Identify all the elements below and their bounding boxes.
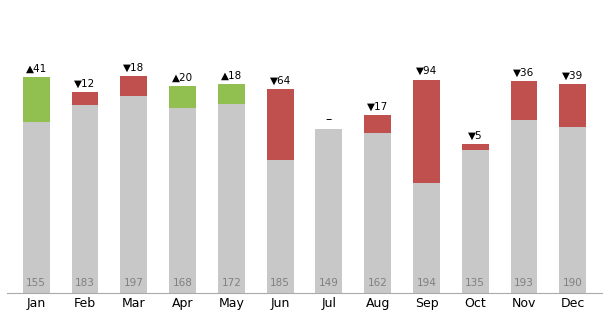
Text: ▲20: ▲20 bbox=[172, 73, 193, 83]
Bar bbox=[462, 145, 488, 150]
Text: ▼17: ▼17 bbox=[367, 101, 389, 111]
Bar bbox=[23, 77, 49, 122]
Text: 168: 168 bbox=[172, 279, 192, 288]
Text: 172: 172 bbox=[222, 279, 241, 288]
Bar bbox=[364, 115, 391, 133]
Text: 185: 185 bbox=[270, 279, 290, 288]
Text: ▼94: ▼94 bbox=[416, 66, 437, 76]
Bar bbox=[560, 84, 586, 293]
Text: ▼5: ▼5 bbox=[468, 131, 482, 141]
Bar bbox=[462, 145, 488, 293]
Bar bbox=[72, 92, 99, 293]
Text: ▼36: ▼36 bbox=[513, 67, 535, 77]
Text: 190: 190 bbox=[563, 279, 583, 288]
Text: ▲41: ▲41 bbox=[26, 64, 47, 74]
Text: 162: 162 bbox=[368, 279, 387, 288]
Bar bbox=[169, 86, 196, 108]
Bar bbox=[218, 84, 245, 104]
Bar bbox=[23, 122, 49, 293]
Bar bbox=[560, 84, 586, 127]
Bar bbox=[510, 81, 537, 120]
Text: 193: 193 bbox=[514, 279, 534, 288]
Bar bbox=[267, 89, 294, 293]
Bar bbox=[364, 115, 391, 293]
Bar bbox=[169, 108, 196, 293]
Text: 183: 183 bbox=[75, 279, 95, 288]
Bar bbox=[121, 76, 147, 293]
Bar bbox=[413, 80, 440, 293]
Text: 155: 155 bbox=[26, 279, 46, 288]
Text: 197: 197 bbox=[124, 279, 144, 288]
Text: ▼64: ▼64 bbox=[270, 76, 290, 86]
Text: ▼18: ▼18 bbox=[123, 63, 144, 73]
Bar bbox=[413, 80, 440, 183]
Bar bbox=[121, 76, 147, 96]
Bar bbox=[267, 89, 294, 160]
Bar bbox=[315, 129, 342, 293]
Text: ▼39: ▼39 bbox=[562, 71, 583, 81]
Bar bbox=[218, 104, 245, 293]
Bar bbox=[510, 81, 537, 293]
Bar bbox=[72, 92, 99, 105]
Text: 194: 194 bbox=[417, 279, 437, 288]
Text: –: – bbox=[326, 113, 332, 126]
Text: ▼12: ▼12 bbox=[74, 78, 96, 88]
Text: ▲18: ▲18 bbox=[220, 71, 242, 81]
Text: 149: 149 bbox=[319, 279, 339, 288]
Text: 135: 135 bbox=[465, 279, 485, 288]
